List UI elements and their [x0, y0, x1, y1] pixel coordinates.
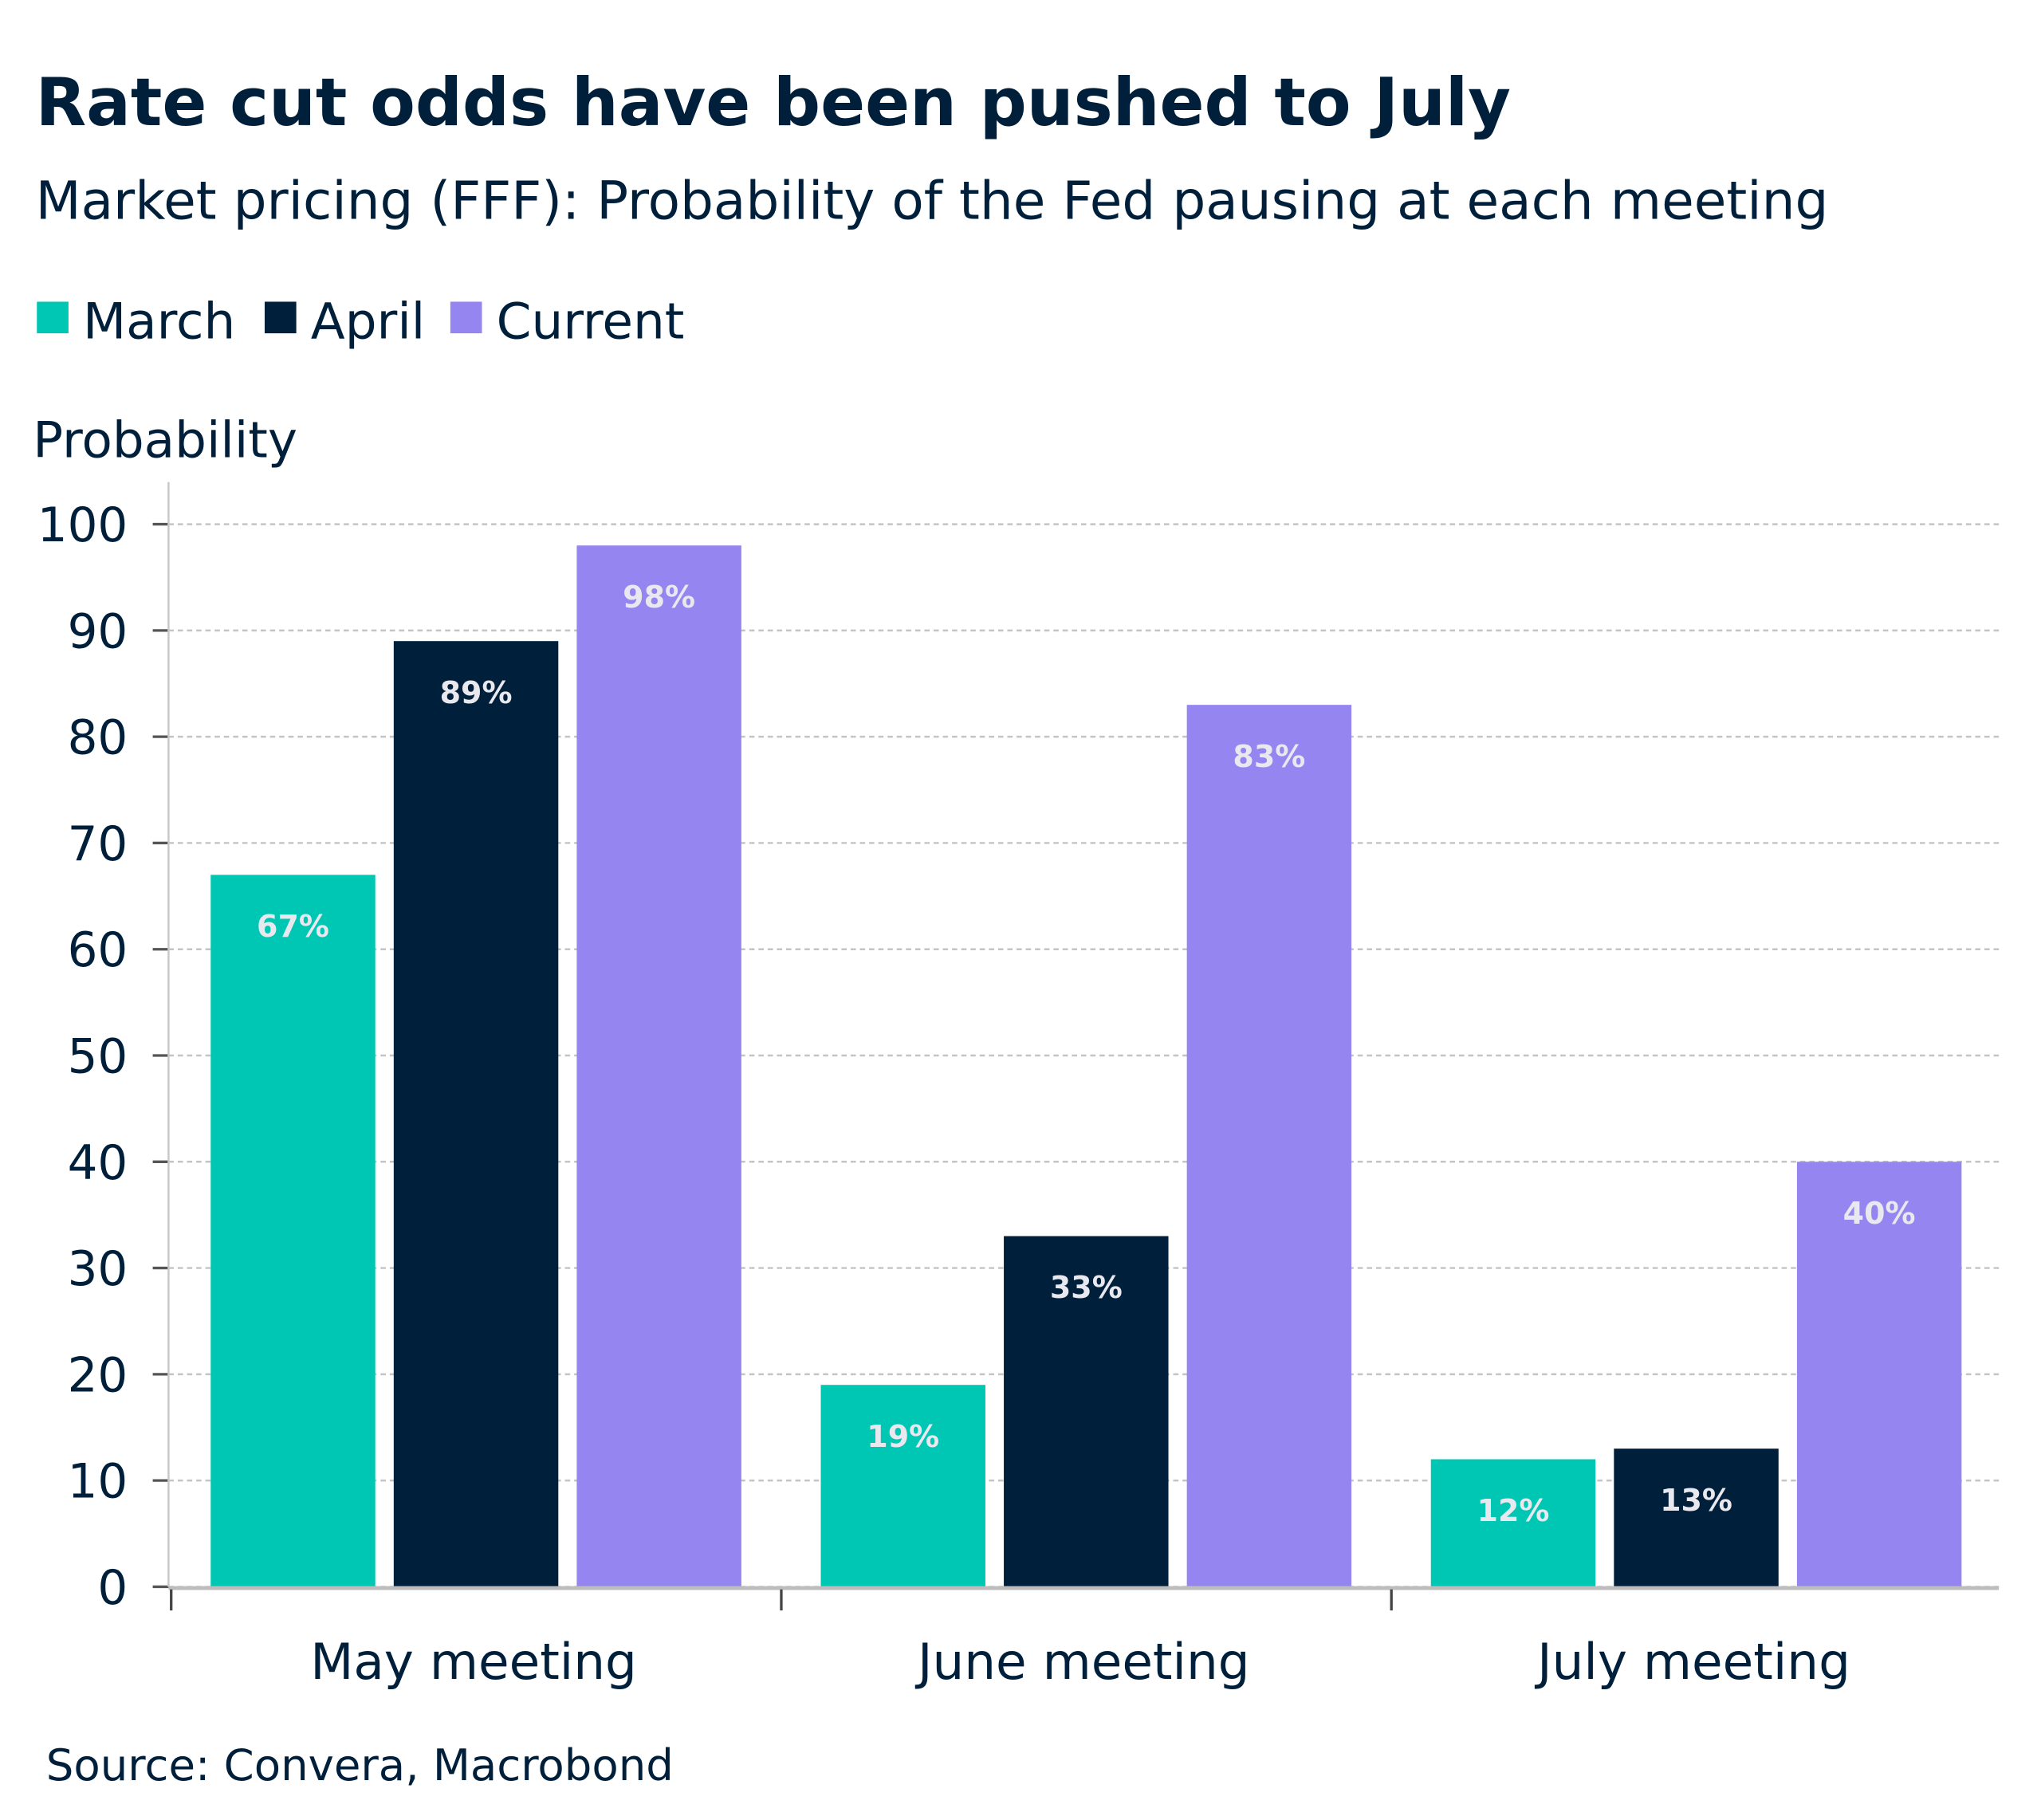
- bar-march-2: [1430, 1459, 1596, 1587]
- y-tick-label: 0: [97, 1561, 128, 1616]
- bar-april-0: [393, 641, 559, 1587]
- bar-april-1: [1004, 1236, 1169, 1587]
- y-tick-label: 80: [68, 711, 128, 766]
- chart-subtitle: Market pricing (FFF): Probability of the…: [36, 170, 1829, 231]
- x-tick-label: July meeting: [1534, 1633, 1850, 1691]
- y-tick-label: 100: [37, 498, 128, 553]
- legend: March April Current: [37, 293, 684, 351]
- bar-march-0: [210, 875, 376, 1587]
- bar-current-1: [1186, 705, 1352, 1587]
- y-tick-label: 30: [68, 1242, 128, 1297]
- bar-current-2: [1796, 1162, 1962, 1587]
- axes: [167, 482, 2000, 1611]
- chart-title: Rate cut odds have been pushed to July: [36, 65, 1511, 141]
- bar-march-1: [820, 1385, 985, 1587]
- x-tick-label: June meeting: [914, 1633, 1250, 1691]
- y-tick-label: 10: [68, 1455, 128, 1510]
- y-tick-label: 70: [68, 817, 128, 872]
- legend-swatch-current: [450, 301, 482, 334]
- y-tick-label: 20: [68, 1348, 128, 1403]
- source-note: Source: Convera, Macrobond: [46, 1739, 674, 1791]
- y-tick-label: 40: [68, 1136, 128, 1191]
- legend-label-current: Current: [497, 293, 685, 351]
- data-label: 67%: [257, 909, 329, 944]
- data-label: 13%: [1660, 1483, 1732, 1518]
- legend-label-april: April: [311, 293, 425, 351]
- y-tick-label: 50: [68, 1029, 128, 1084]
- legend-swatch-april: [264, 301, 297, 334]
- data-label: 12%: [1477, 1493, 1550, 1528]
- y-axis-label: Probability: [33, 411, 297, 469]
- x-tick-label: May meeting: [310, 1633, 637, 1691]
- data-label: 89%: [440, 675, 513, 710]
- data-label: 98%: [623, 580, 695, 615]
- y-tick-label: 60: [68, 923, 128, 978]
- bar-april-2: [1614, 1449, 1779, 1587]
- data-label: 33%: [1050, 1270, 1123, 1305]
- data-label: 83%: [1233, 739, 1305, 774]
- legend-swatch-march: [37, 301, 69, 334]
- data-label: 19%: [867, 1419, 939, 1454]
- bars: 67% 89% 98% May meeting 19% 33% 83% June meetin…: [210, 545, 1962, 1691]
- y-tick-label: 90: [68, 604, 128, 659]
- legend-label-march: March: [83, 293, 235, 351]
- bar-current-0: [576, 545, 741, 1587]
- data-label: 40%: [1843, 1196, 1916, 1231]
